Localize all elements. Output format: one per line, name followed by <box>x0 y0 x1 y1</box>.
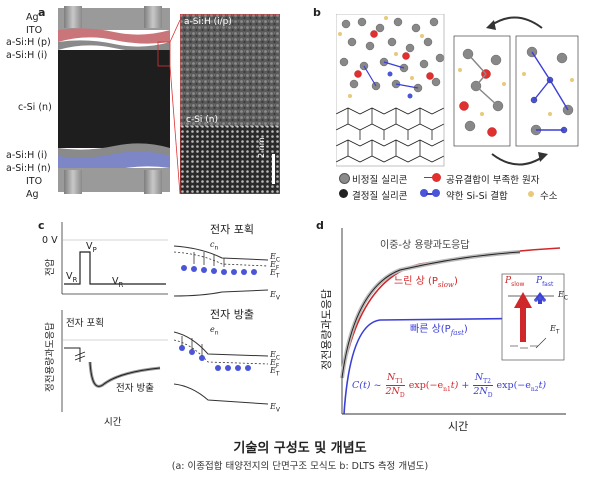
band-emission-title: 전자 방출 <box>210 308 254 321</box>
band-et-label-1: ET <box>270 268 280 280</box>
band-diagram-capture <box>173 245 269 297</box>
layer-label-asih-i-top: a-Si:H (i) <box>6 50 48 61</box>
panel-c-letter: c <box>38 219 45 232</box>
layer-label-asih-p: a-Si:H (p) <box>6 37 51 48</box>
band-en-label: en <box>210 325 219 337</box>
panel-a-letter: a <box>38 6 46 19</box>
vr-label-left: VR <box>66 271 78 284</box>
slow-phase-label: 느린 상 (Pslow) <box>394 276 458 289</box>
figure-caption-title: 기술의 구성도 및 개념도 <box>233 441 367 456</box>
fast-phase-label: 빠른 상(Pfast) <box>410 324 468 337</box>
capture-phase-label: 전자 포획 <box>66 318 104 329</box>
zoom-box-before <box>453 35 511 147</box>
inset-ec-label: EC <box>558 290 569 302</box>
panel-d-letter: d <box>316 219 324 232</box>
layer-label-asih-i-bottom: a-Si:H (i) <box>6 150 48 161</box>
legend-crystalline: 결정질 실리콘 <box>352 191 408 202</box>
crystalline-region <box>336 104 445 166</box>
layer-label-ag-top: Ag <box>26 12 39 23</box>
amorphous-region <box>336 14 445 104</box>
layer-label-ito-bottom: ITO <box>26 176 43 187</box>
vp-label: VP <box>86 241 97 254</box>
band-ev-label-2: EV <box>270 402 280 414</box>
panel-b-letter: b <box>313 6 321 19</box>
band-ec-label-1: EC <box>270 252 281 264</box>
formula-lhs: C(t) ~ <box>352 379 382 391</box>
zoom-box-after <box>515 35 579 147</box>
tem-top-label: a-Si:H (i/p) <box>184 17 232 27</box>
band-ef-label-2: EF <box>270 358 280 370</box>
legend-marker-amorphous <box>339 173 350 184</box>
legend-marker-dangling <box>424 177 434 178</box>
zero-v-label: 0 V <box>42 235 58 246</box>
formula: C(t) ~ NT1 2ND exp(−en1t) + NT2 2ND exp(… <box>352 372 547 399</box>
layer-label-asih-n: a-Si:H (n) <box>6 163 51 174</box>
emission-phase-label: 전자 방출 <box>116 383 154 394</box>
band-et-label-2: ET <box>270 366 280 378</box>
legend-amorphous: 비정질 실리콘 <box>352 175 408 186</box>
layer-label-ag-bottom: Ag <box>26 189 39 200</box>
legend-marker-hydrogen <box>528 191 534 197</box>
d-x-axis-label: 시간 <box>448 420 469 433</box>
time-axis-label-c: 시간 <box>104 417 122 428</box>
dual-phase-label: 이중-상 용량과도응답 <box>380 240 470 251</box>
vr-label-right: VR <box>112 276 124 289</box>
transient-axis-label: 정전용량과도응답 <box>45 322 56 392</box>
band-ec-label-2: EC <box>270 350 281 362</box>
d-y-axis-label: 정전용량과도응답 <box>320 289 333 370</box>
scale-bar-label: 2 nm <box>257 137 266 159</box>
dual-curve <box>340 250 521 379</box>
legend-weak-bond: 약한 Si-Si 결합 <box>446 191 508 202</box>
layer-label-ito-top: ITO <box>26 25 43 36</box>
voltage-axis-label: 전압 <box>45 258 56 276</box>
band-diagram-emission <box>173 331 269 405</box>
panel-d-plot <box>340 228 566 415</box>
layer-label-csi: c-Si (n) <box>18 102 52 113</box>
band-ev-label-1: EV <box>270 290 280 302</box>
cell-cross-section <box>58 6 180 195</box>
figure-caption-subtitle: (a: 이종접합 태양전지의 단면구조 모식도 b: DLTS 측정 개념도) <box>171 461 429 472</box>
inset-diagram <box>501 273 565 361</box>
band-ef-label-1: EF <box>270 260 280 272</box>
inset-pfast-label: Pfast <box>536 276 554 288</box>
legend-dangling: 공유결합이 부족한 원자 <box>446 175 540 186</box>
legend-marker-weak-bond <box>420 189 440 198</box>
inset-et-label: ET <box>550 324 560 336</box>
tem-image <box>180 14 280 194</box>
legend-hydrogen: 수소 <box>540 191 558 202</box>
inset-pslow-label: Pslow <box>505 276 525 288</box>
fast-curve <box>343 317 561 415</box>
legend-marker-crystalline <box>339 189 348 198</box>
band-capture-title: 전자 포획 <box>210 223 254 236</box>
band-cn-label: cn <box>210 240 219 252</box>
panel-c-graphs <box>61 222 168 412</box>
legend-marker-dangling-atom <box>432 173 441 182</box>
tem-bottom-label: c-Si (n) <box>186 115 218 125</box>
atomic-model-illustration <box>336 14 579 167</box>
